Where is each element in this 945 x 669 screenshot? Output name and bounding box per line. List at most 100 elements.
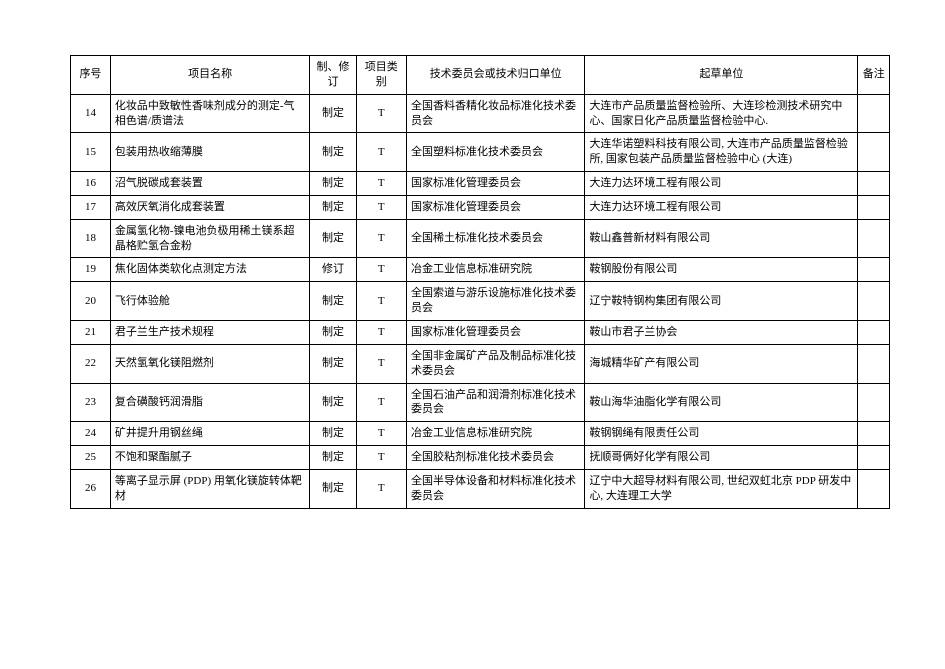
table-row: 19焦化固体类软化点测定方法修订T冶金工业信息标准研究院鞍钢股份有限公司 bbox=[71, 258, 890, 282]
cell-seq: 25 bbox=[71, 446, 111, 470]
cell-draft: 鞍山市君子兰协会 bbox=[585, 320, 858, 344]
cell-rev: 制定 bbox=[310, 195, 356, 219]
cell-tech: 全国香料香精化妆品标准化技术委员会 bbox=[406, 94, 584, 133]
cell-seq: 16 bbox=[71, 172, 111, 196]
cell-draft: 鞍钢钢绳有限责任公司 bbox=[585, 422, 858, 446]
cell-draft: 海城精华矿产有限公司 bbox=[585, 344, 858, 383]
cell-draft: 鞍山海华油脂化学有限公司 bbox=[585, 383, 858, 422]
header-row: 序号 项目名称 制、修订 项目类别 技术委员会或技术归口单位 起草单位 备注 bbox=[71, 56, 890, 95]
cell-name: 等离子显示屏 (PDP) 用氧化镁旋转体靶材 bbox=[110, 469, 309, 508]
cell-tech: 全国石油产品和润滑剂标准化技术委员会 bbox=[406, 383, 584, 422]
cell-seq: 20 bbox=[71, 282, 111, 321]
cell-type: T bbox=[356, 172, 406, 196]
cell-name: 复合磺酸钙润滑脂 bbox=[110, 383, 309, 422]
cell-rev: 制定 bbox=[310, 383, 356, 422]
cell-rev: 制定 bbox=[310, 94, 356, 133]
table-row: 24矿井提升用钢丝绳制定T冶金工业信息标准研究院鞍钢钢绳有限责任公司 bbox=[71, 422, 890, 446]
cell-tech: 全国索道与游乐设施标准化技术委员会 bbox=[406, 282, 584, 321]
col-seq-header: 序号 bbox=[71, 56, 111, 95]
cell-draft: 鞍山鑫普新材料有限公司 bbox=[585, 219, 858, 258]
cell-rev: 制定 bbox=[310, 172, 356, 196]
cell-rev: 制定 bbox=[310, 446, 356, 470]
table-row: 20飞行体验舱制定T全国索道与游乐设施标准化技术委员会辽宁鞍特钢构集团有限公司 bbox=[71, 282, 890, 321]
cell-rev: 制定 bbox=[310, 320, 356, 344]
cell-type: T bbox=[356, 469, 406, 508]
cell-seq: 15 bbox=[71, 133, 111, 172]
table-row: 22天然氢氧化镁阻燃剂制定T全国非金属矿产品及制品标准化技术委员会海城精华矿产有… bbox=[71, 344, 890, 383]
cell-type: T bbox=[356, 344, 406, 383]
cell-rev: 制定 bbox=[310, 469, 356, 508]
cell-seq: 22 bbox=[71, 344, 111, 383]
cell-note bbox=[858, 258, 890, 282]
cell-tech: 国家标准化管理委员会 bbox=[406, 195, 584, 219]
cell-tech: 全国稀土标准化技术委员会 bbox=[406, 219, 584, 258]
cell-type: T bbox=[356, 195, 406, 219]
table-row: 21君子兰生产技术规程制定T国家标准化管理委员会鞍山市君子兰协会 bbox=[71, 320, 890, 344]
cell-seq: 26 bbox=[71, 469, 111, 508]
cell-rev: 制定 bbox=[310, 133, 356, 172]
cell-draft: 大连力达环境工程有限公司 bbox=[585, 195, 858, 219]
cell-draft: 抚顺哥俩好化学有限公司 bbox=[585, 446, 858, 470]
table-row: 15包装用热收缩薄膜制定T全国塑料标准化技术委员会大连华诺塑料科技有限公司, 大… bbox=[71, 133, 890, 172]
cell-note bbox=[858, 422, 890, 446]
cell-seq: 23 bbox=[71, 383, 111, 422]
table-row: 26等离子显示屏 (PDP) 用氧化镁旋转体靶材制定T全国半导体设备和材料标准化… bbox=[71, 469, 890, 508]
cell-rev: 修订 bbox=[310, 258, 356, 282]
cell-note bbox=[858, 219, 890, 258]
cell-type: T bbox=[356, 446, 406, 470]
cell-note bbox=[858, 195, 890, 219]
cell-note bbox=[858, 383, 890, 422]
cell-tech: 国家标准化管理委员会 bbox=[406, 172, 584, 196]
cell-name: 飞行体验舱 bbox=[110, 282, 309, 321]
cell-tech: 全国半导体设备和材料标准化技术委员会 bbox=[406, 469, 584, 508]
cell-seq: 24 bbox=[71, 422, 111, 446]
cell-draft: 大连市产品质量监督检验所、大连珍检测技术研究中心、国家日化产品质量监督检验中心. bbox=[585, 94, 858, 133]
table-row: 18金属氢化物-镍电池负极用稀土镁系超晶格贮氢合金粉制定T全国稀土标准化技术委员… bbox=[71, 219, 890, 258]
cell-name: 君子兰生产技术规程 bbox=[110, 320, 309, 344]
cell-seq: 14 bbox=[71, 94, 111, 133]
cell-seq: 21 bbox=[71, 320, 111, 344]
cell-note bbox=[858, 172, 890, 196]
cell-draft: 大连力达环境工程有限公司 bbox=[585, 172, 858, 196]
cell-name: 矿井提升用钢丝绳 bbox=[110, 422, 309, 446]
cell-rev: 制定 bbox=[310, 422, 356, 446]
cell-type: T bbox=[356, 422, 406, 446]
cell-type: T bbox=[356, 282, 406, 321]
col-rev-header: 制、修订 bbox=[310, 56, 356, 95]
cell-tech: 全国非金属矿产品及制品标准化技术委员会 bbox=[406, 344, 584, 383]
table-row: 16沼气脱碳成套装置制定T国家标准化管理委员会大连力达环境工程有限公司 bbox=[71, 172, 890, 196]
table-row: 23复合磺酸钙润滑脂制定T全国石油产品和润滑剂标准化技术委员会鞍山海华油脂化学有… bbox=[71, 383, 890, 422]
cell-type: T bbox=[356, 219, 406, 258]
cell-tech: 冶金工业信息标准研究院 bbox=[406, 258, 584, 282]
cell-seq: 19 bbox=[71, 258, 111, 282]
cell-note bbox=[858, 344, 890, 383]
cell-type: T bbox=[356, 320, 406, 344]
cell-name: 沼气脱碳成套装置 bbox=[110, 172, 309, 196]
cell-note bbox=[858, 320, 890, 344]
cell-tech: 冶金工业信息标准研究院 bbox=[406, 422, 584, 446]
cell-name: 高效厌氧消化成套装置 bbox=[110, 195, 309, 219]
cell-name: 化妆品中致敏性香味剂成分的测定-气相色谱/质谱法 bbox=[110, 94, 309, 133]
cell-rev: 制定 bbox=[310, 219, 356, 258]
cell-name: 焦化固体类软化点测定方法 bbox=[110, 258, 309, 282]
col-note-header: 备注 bbox=[858, 56, 890, 95]
table-row: 25不饱和聚酯腻子制定T全国胶粘剂标准化技术委员会抚顺哥俩好化学有限公司 bbox=[71, 446, 890, 470]
standards-table: 序号 项目名称 制、修订 项目类别 技术委员会或技术归口单位 起草单位 备注 1… bbox=[70, 55, 890, 509]
cell-rev: 制定 bbox=[310, 344, 356, 383]
cell-note bbox=[858, 446, 890, 470]
cell-type: T bbox=[356, 258, 406, 282]
cell-note bbox=[858, 469, 890, 508]
cell-type: T bbox=[356, 94, 406, 133]
col-type-header: 项目类别 bbox=[356, 56, 406, 95]
cell-name: 包装用热收缩薄膜 bbox=[110, 133, 309, 172]
cell-name: 天然氢氧化镁阻燃剂 bbox=[110, 344, 309, 383]
cell-type: T bbox=[356, 383, 406, 422]
table-row: 17高效厌氧消化成套装置制定T国家标准化管理委员会大连力达环境工程有限公司 bbox=[71, 195, 890, 219]
cell-draft: 大连华诺塑料科技有限公司, 大连市产品质量监督检验所, 国家包装产品质量监督检验… bbox=[585, 133, 858, 172]
cell-note bbox=[858, 94, 890, 133]
cell-draft: 鞍钢股份有限公司 bbox=[585, 258, 858, 282]
cell-type: T bbox=[356, 133, 406, 172]
cell-name: 金属氢化物-镍电池负极用稀土镁系超晶格贮氢合金粉 bbox=[110, 219, 309, 258]
col-tech-header: 技术委员会或技术归口单位 bbox=[406, 56, 584, 95]
cell-tech: 国家标准化管理委员会 bbox=[406, 320, 584, 344]
